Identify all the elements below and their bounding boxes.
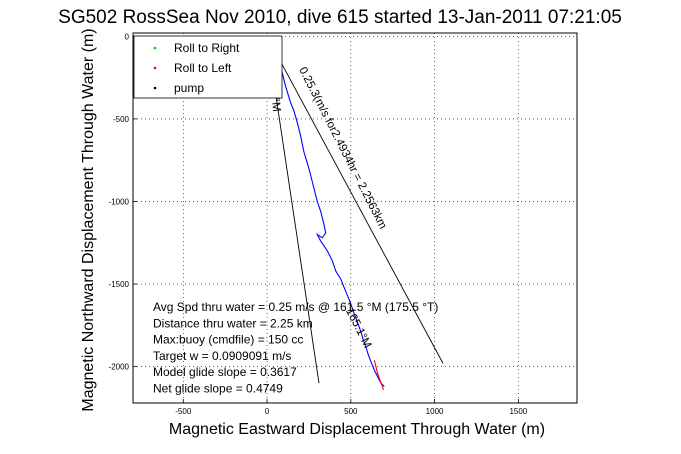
legend-marker: [153, 46, 157, 50]
x-tick-label: -500: [175, 407, 192, 416]
y-tick-label: -500: [113, 115, 130, 124]
x-axis-label: Magnetic Eastward Displacement Through W…: [169, 421, 545, 438]
stats-annotations: Avg Spd thru water = 0.25 m/s @ 161.5 °M…: [153, 300, 438, 396]
y-tick-label: 0: [125, 32, 130, 41]
x-tick-label: 0: [265, 407, 270, 416]
legend-entry: pump: [174, 81, 204, 95]
x-tick-label: 500: [344, 407, 358, 416]
legend: Roll to Right Roll to Left pump: [133, 35, 283, 99]
legend-entry: Roll to Left: [174, 61, 232, 75]
chart-title: SG502 RossSea Nov 2010, dive 615 started…: [58, 7, 622, 28]
series-line-0: [269, 36, 385, 387]
y-axis-label: Magnetic Northward Displacement Through …: [80, 28, 97, 411]
legend-marker: [153, 86, 157, 90]
legend-box: [133, 35, 283, 99]
legend-entry: Roll to Right: [174, 41, 240, 55]
y-tick-label: -2000: [109, 363, 130, 372]
stat-line: Avg Spd thru water = 0.25 m/s @ 161.5 °M…: [153, 300, 438, 314]
stat-line: Distance thru water = 2.25 km: [153, 316, 313, 330]
series-line-2: [266, 36, 444, 364]
y-tick-label: -1500: [109, 280, 130, 289]
stat-line: Net glide slope = 0.4749: [153, 382, 283, 396]
stat-line: Target w = 0.0909091 m/s: [153, 349, 291, 363]
y-tick-label: -1000: [109, 197, 130, 206]
grid: [133, 33, 577, 403]
legend-marker: [153, 66, 157, 70]
ticks: -500 0 500 1000 1500 0 -500 -1000 -1500 -2000: [109, 32, 528, 416]
stat-line: Max:buoy (cmdfile) = 150 cc: [153, 333, 303, 347]
series-line-1: [373, 359, 385, 390]
axes-box: [132, 32, 578, 404]
stat-line: Model glide slope = 0.3617: [153, 365, 297, 379]
x-tick-label: 1000: [426, 407, 444, 416]
x-tick-label: 1500: [509, 407, 527, 416]
